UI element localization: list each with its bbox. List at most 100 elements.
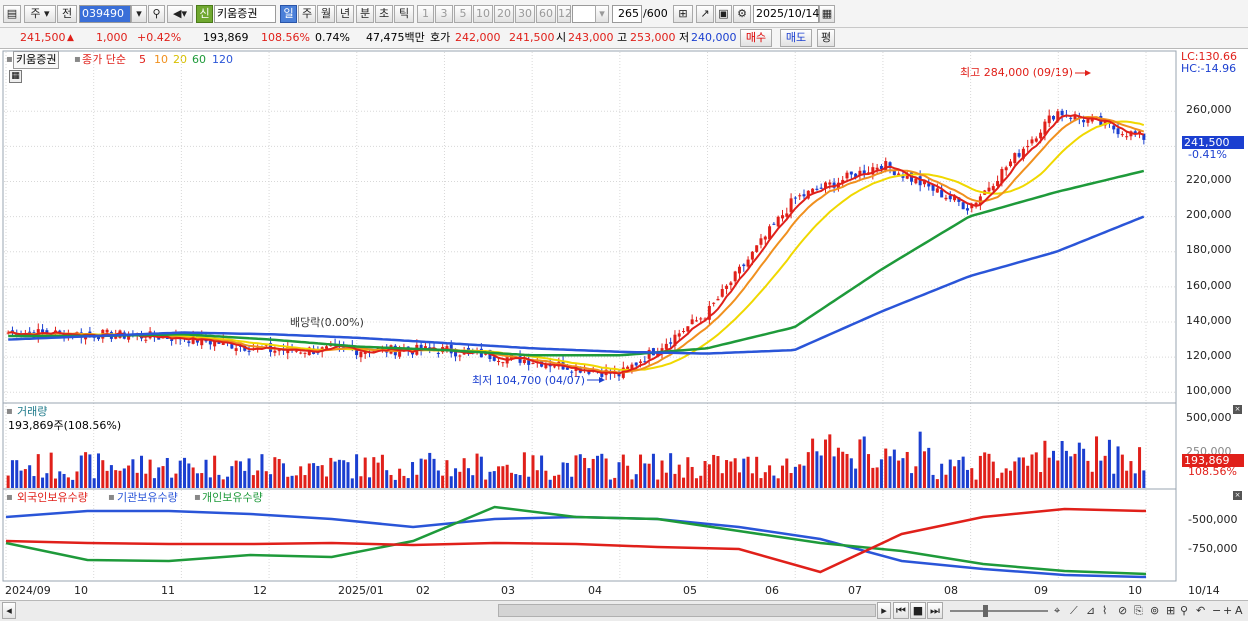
volume-bar xyxy=(780,465,784,488)
interval-10[interactable]: 10 xyxy=(473,5,493,23)
volume-bar xyxy=(548,479,552,488)
volume-bar xyxy=(1052,450,1056,488)
volume-bar xyxy=(621,454,625,488)
save-icon[interactable]: ▣ xyxy=(715,5,732,23)
count-input[interactable]: 265 xyxy=(612,5,642,23)
chart-canvas[interactable] xyxy=(0,49,1248,600)
volume-bar xyxy=(475,453,479,488)
text-tool-icon[interactable]: ⌇ xyxy=(1102,604,1108,617)
candle-body xyxy=(905,175,909,179)
volume-bar xyxy=(101,460,105,488)
interval-60[interactable]: 60 xyxy=(536,5,556,23)
volume-bar xyxy=(944,474,948,488)
interval-3[interactable]: 3 xyxy=(435,5,453,23)
current-price: 241,500 xyxy=(20,31,66,44)
foreign-holding-legend: 외국인보유수량 xyxy=(17,491,88,504)
candle-body xyxy=(733,271,737,282)
indicator-icon[interactable]: ⊞ xyxy=(673,5,693,23)
code-dropdown-icon[interactable]: ▾ xyxy=(131,5,147,23)
trendline-icon[interactable]: ⟋ xyxy=(1070,604,1078,617)
sound-icon[interactable]: ◀▾ xyxy=(167,5,193,23)
restore-icon[interactable]: ↶ xyxy=(1196,604,1206,617)
next-page-icon[interactable]: ⏭ xyxy=(927,602,943,619)
holding-pane-close-icon[interactable]: × xyxy=(1233,491,1242,500)
volume-bar xyxy=(1116,446,1120,488)
window-menu-icon[interactable]: ▤ xyxy=(3,5,21,23)
zoom-slider-handle[interactable] xyxy=(983,605,988,617)
volume-bar xyxy=(1039,472,1043,488)
scroll-left-icon[interactable]: ◂ xyxy=(2,602,16,619)
settings-gear-icon[interactable]: ⚙ xyxy=(733,5,751,23)
calendar-icon[interactable]: ▦ xyxy=(819,5,835,23)
volume-bar xyxy=(329,457,333,488)
zoom-search-icon[interactable]: ⚲ xyxy=(1180,604,1189,617)
volume-bar xyxy=(922,451,926,488)
measure-icon[interactable]: ⊿ xyxy=(1086,604,1096,617)
candle-body xyxy=(544,364,548,369)
candle-body xyxy=(294,350,298,352)
eval-button[interactable]: 평 xyxy=(817,29,835,47)
scroll-thumb[interactable] xyxy=(498,604,876,617)
interval-120[interactable]: 120 xyxy=(557,5,579,23)
ma5-label: 5 xyxy=(139,53,146,66)
zoom-in-icon[interactable]: + xyxy=(1223,604,1233,617)
period-tab-tick[interactable]: 틱 xyxy=(394,5,414,23)
candle-body xyxy=(720,289,724,297)
search-icon[interactable]: ⚲ xyxy=(148,5,165,23)
volume-bar xyxy=(307,463,311,488)
stop-icon[interactable]: ■ xyxy=(910,602,926,619)
volume-bar xyxy=(518,475,522,488)
paint-icon[interactable]: ⊚ xyxy=(1150,604,1160,617)
stock-code-input[interactable]: 039490 xyxy=(79,5,131,23)
foreign-holding-line xyxy=(5,507,1147,574)
candle-body xyxy=(1060,110,1064,116)
interval-20[interactable]: 20 xyxy=(494,5,514,23)
volume-bar xyxy=(561,462,565,488)
legend-handle-icon: ▪ xyxy=(108,492,115,503)
volume-bar xyxy=(669,453,673,488)
interval-1[interactable]: 1 xyxy=(417,5,434,23)
chart-area[interactable]: ▪ 키움증권 ▪ 종가 단순 5 10 20 60 120 ▦ LC:130.6… xyxy=(0,49,1248,600)
crosshair-icon[interactable]: ⌖ xyxy=(1054,604,1061,617)
candle-body xyxy=(686,326,690,332)
date-input[interactable]: 2025/10/14 xyxy=(753,5,819,23)
font-size-icon[interactable]: A xyxy=(1235,604,1243,617)
x-axis-label: 10 xyxy=(1128,584,1142,597)
period-tab-day[interactable]: 일 xyxy=(280,5,297,23)
data-table-icon[interactable]: ▦ xyxy=(9,70,22,83)
candle-body xyxy=(1026,145,1030,148)
bid-price: 241,500 xyxy=(509,31,555,44)
volume-bar xyxy=(1086,460,1090,488)
candle-body xyxy=(819,187,823,189)
market-type-select[interactable]: 주 ▾ xyxy=(24,5,56,23)
zoom-out-icon[interactable]: − xyxy=(1212,604,1222,617)
period-tab-year[interactable]: 년 xyxy=(336,5,354,23)
candle-body xyxy=(703,318,707,320)
period-tab-month[interactable]: 월 xyxy=(317,5,335,23)
copy-icon[interactable]: ⎘ xyxy=(1134,604,1143,617)
volume-pane-close-icon[interactable]: × xyxy=(1233,405,1242,414)
sell-button[interactable]: 매도 xyxy=(780,29,812,47)
period-tab-week[interactable]: 주 xyxy=(298,5,316,23)
erase-icon[interactable]: ⊘ xyxy=(1118,604,1128,617)
interval-5[interactable]: 5 xyxy=(454,5,472,23)
count-max-label: /600 xyxy=(643,7,668,20)
interval-30[interactable]: 30 xyxy=(515,5,535,23)
candle-body xyxy=(854,173,858,179)
volume-bar xyxy=(281,463,285,488)
compare-chart-icon[interactable]: ↗ xyxy=(696,5,714,23)
buy-button[interactable]: 매수 xyxy=(740,29,772,47)
period-tab-minute[interactable]: 분 xyxy=(356,5,374,23)
period-tab-second[interactable]: 초 xyxy=(375,5,393,23)
prev-button[interactable]: 전 xyxy=(57,5,77,23)
volume-bar xyxy=(772,475,776,488)
interval-dropdown-icon[interactable]: ▾ xyxy=(595,5,609,23)
volume-bar xyxy=(910,473,914,488)
zoom-slider-track[interactable] xyxy=(950,610,1048,612)
scroll-right-icon[interactable]: ▸ xyxy=(877,602,891,619)
prev-page-icon[interactable]: ⏮ xyxy=(893,602,909,619)
grid-icon[interactable]: ⊞ xyxy=(1166,604,1176,617)
volume-bar xyxy=(862,436,866,488)
volume-bar xyxy=(1073,453,1077,488)
volume-bar xyxy=(750,473,754,488)
